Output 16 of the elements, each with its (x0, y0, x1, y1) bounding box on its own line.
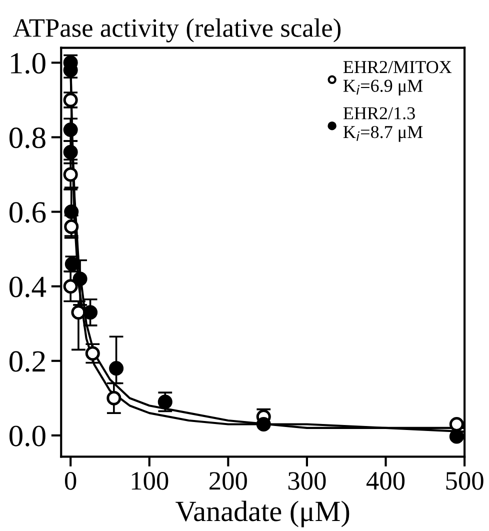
x-tick-label: 500 (446, 472, 484, 490)
legend-label: EHR2/1.3 K$_{i}$=8.7 μM (343, 107, 423, 142)
legend-label: EHR2/MITOX K$_{i}$=6.9 μM (343, 61, 452, 96)
x-tick-label: 0 (64, 472, 76, 490)
y-tick-label: 1.0 (11, 52, 46, 74)
y-tick-label: 0.6 (10, 202, 46, 223)
y-tick-label: 0.0 (10, 426, 46, 446)
y-tick-label: 0.8 (10, 128, 46, 148)
x-tick-label: 200 (210, 472, 247, 490)
x-tick-label: 100 (132, 472, 168, 490)
chart-title: ATPase activity (relative scale) (12, 18, 341, 42)
x-axis-title: Vanadate (μM) (176, 500, 350, 528)
x-tick-label: 300 (288, 472, 326, 490)
y-tick-label: 0.2 (10, 351, 45, 372)
x-tick-label: 400 (366, 472, 405, 490)
y-tick-label: 0.4 (10, 276, 46, 298)
